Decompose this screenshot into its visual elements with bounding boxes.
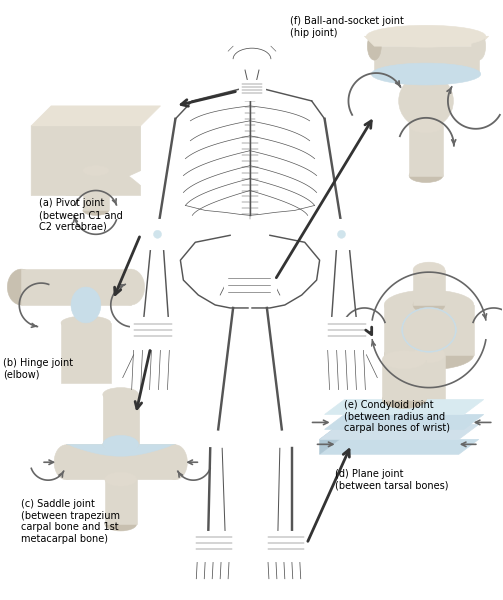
- Ellipse shape: [399, 74, 453, 128]
- Polygon shape: [103, 395, 139, 445]
- Ellipse shape: [402, 307, 456, 352]
- Polygon shape: [364, 36, 489, 46]
- FancyBboxPatch shape: [130, 317, 177, 349]
- Text: (d) Plane joint
(between tarsal bones): (d) Plane joint (between tarsal bones): [334, 469, 448, 491]
- Bar: [384, 305, 474, 355]
- Ellipse shape: [409, 169, 443, 182]
- Text: (b) Hinge joint
(elbow): (b) Hinge joint (elbow): [4, 358, 73, 379]
- Bar: [21, 269, 131, 305]
- Ellipse shape: [413, 262, 445, 278]
- Ellipse shape: [105, 517, 137, 531]
- Polygon shape: [31, 126, 141, 196]
- Ellipse shape: [117, 269, 144, 305]
- Ellipse shape: [384, 290, 474, 320]
- FancyBboxPatch shape: [140, 220, 177, 249]
- Polygon shape: [324, 400, 484, 415]
- Text: (c) Saddle joint
(between trapezium
carpal bone and 1st
metacarpal bone): (c) Saddle joint (between trapezium carp…: [21, 499, 120, 544]
- Ellipse shape: [409, 119, 443, 133]
- FancyBboxPatch shape: [224, 267, 276, 304]
- Text: (f) Ball-and-socket joint
(hip joint): (f) Ball-and-socket joint (hip joint): [290, 16, 404, 38]
- Polygon shape: [31, 106, 160, 126]
- Ellipse shape: [103, 388, 139, 401]
- FancyBboxPatch shape: [192, 531, 236, 561]
- Polygon shape: [319, 439, 479, 454]
- Ellipse shape: [83, 205, 109, 215]
- Polygon shape: [324, 415, 484, 430]
- FancyBboxPatch shape: [323, 220, 360, 249]
- Ellipse shape: [103, 437, 139, 451]
- Ellipse shape: [103, 436, 139, 453]
- Polygon shape: [66, 445, 176, 479]
- Ellipse shape: [338, 230, 346, 238]
- Ellipse shape: [61, 316, 111, 330]
- Text: (a) Pivot joint
(between C1 and
C2 vertebrae): (a) Pivot joint (between C1 and C2 verte…: [39, 199, 123, 232]
- Bar: [409, 126, 443, 176]
- Bar: [413, 270, 445, 305]
- Bar: [413, 355, 445, 409]
- Ellipse shape: [163, 445, 187, 479]
- Ellipse shape: [472, 32, 486, 60]
- FancyBboxPatch shape: [323, 317, 370, 349]
- FancyBboxPatch shape: [264, 531, 308, 561]
- Ellipse shape: [371, 63, 481, 85]
- Polygon shape: [319, 424, 340, 454]
- Ellipse shape: [413, 347, 445, 363]
- Ellipse shape: [384, 340, 474, 370]
- Ellipse shape: [83, 166, 109, 176]
- Text: (e) Condyloid joint
(between radius and
carpal bones of wrist): (e) Condyloid joint (between radius and …: [345, 400, 451, 433]
- Polygon shape: [66, 445, 176, 456]
- Ellipse shape: [105, 472, 137, 486]
- Bar: [83, 170, 109, 211]
- Ellipse shape: [54, 445, 78, 479]
- Ellipse shape: [382, 391, 426, 409]
- FancyBboxPatch shape: [239, 80, 265, 100]
- Ellipse shape: [366, 25, 486, 47]
- Ellipse shape: [8, 269, 35, 305]
- Ellipse shape: [71, 287, 101, 323]
- Polygon shape: [319, 424, 479, 439]
- Ellipse shape: [413, 401, 445, 418]
- Ellipse shape: [413, 297, 445, 313]
- Bar: [382, 360, 426, 400]
- Ellipse shape: [367, 32, 381, 60]
- Ellipse shape: [382, 351, 426, 368]
- Ellipse shape: [403, 309, 455, 351]
- Polygon shape: [66, 166, 141, 196]
- Bar: [105, 479, 137, 524]
- Ellipse shape: [153, 230, 161, 238]
- Bar: [61, 323, 111, 383]
- Bar: [374, 46, 479, 74]
